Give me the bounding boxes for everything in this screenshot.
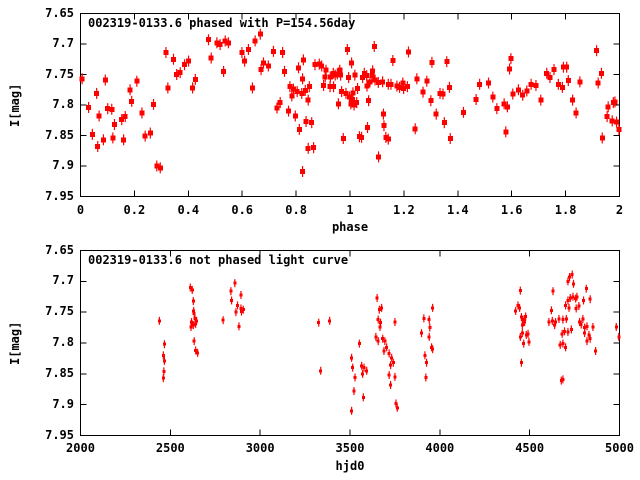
y-tick-label: 7.7	[52, 273, 74, 288]
x-tick-label: 1.2	[393, 203, 415, 217]
phased-panel	[79, 13, 622, 197]
x-tick-label: 5000	[605, 441, 634, 455]
x-tick-label: 1.4	[446, 203, 469, 217]
unphased-plot-title: 002319-0133.6 not phased light curve	[88, 253, 349, 267]
y-tick-label: 7.9	[52, 396, 74, 411]
y-tick-label: 7.95	[45, 427, 74, 442]
x-tick-label: 0.6	[231, 203, 254, 217]
x-tick-label: 0.8	[285, 203, 307, 217]
x-tick-label: 0	[76, 203, 85, 217]
y-tick-label: 7.75	[45, 66, 74, 81]
x-tick-label: 3000	[245, 441, 275, 455]
phased-tick-marks	[80, 13, 620, 197]
x-tick-label: 0.4	[177, 203, 200, 217]
x-tick-label: 1	[346, 203, 354, 217]
y-tick-label: 7.65	[45, 242, 74, 257]
unphased-tick-marks	[80, 250, 620, 436]
y-tick-label: 7.8	[52, 335, 74, 349]
phased-x-axis-label: phase	[331, 220, 369, 234]
y-tick-label: 7.8	[52, 97, 74, 111]
x-tick-label: 0.2	[123, 203, 146, 217]
x-tick-label: 1.6	[500, 203, 523, 217]
unphased-x-axis-label: hjd0	[335, 459, 365, 473]
unphased-panel	[80, 250, 621, 436]
x-tick-label: 2500	[155, 441, 185, 455]
x-tick-label: 2000	[66, 441, 95, 455]
x-tick-label: 3500	[335, 441, 365, 455]
phased-plot-title: 002319-0133.6 phased with P=154.56day	[88, 16, 356, 30]
y-tick-label: 7.95	[45, 188, 74, 203]
unphased-series	[157, 270, 621, 415]
y-tick-label: 7.7	[52, 36, 74, 50]
x-tick-label: 2	[615, 203, 624, 217]
x-tick-label: 1.8	[554, 203, 577, 217]
y-tick-label: 7.75	[45, 304, 74, 319]
phased-series	[79, 28, 622, 177]
y-tick-label: 7.65	[45, 5, 74, 20]
y-tick-label: 7.9	[52, 158, 74, 172]
y-tick-label: 7.85	[45, 127, 74, 142]
y-tick-label: 7.85	[45, 365, 74, 380]
x-tick-label: 4000	[425, 441, 455, 455]
x-tick-label: 4500	[515, 441, 545, 455]
unphased-plot-border	[80, 250, 620, 436]
